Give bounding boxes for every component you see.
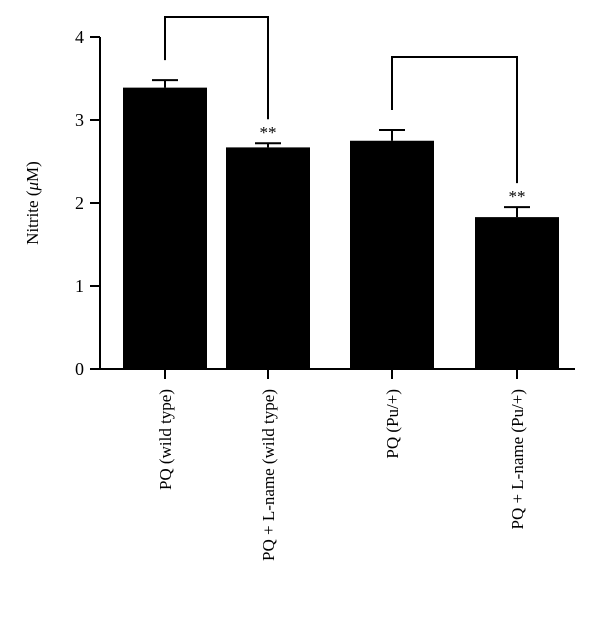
y-tick-label: 3 [75, 110, 84, 130]
x-category-label: PQ (wild type) [156, 389, 175, 490]
bar [350, 140, 434, 369]
axis-labels: Nitrite (μM) [23, 161, 42, 245]
y-tick-label: 1 [75, 276, 84, 296]
x-category-label: PQ + L-name (Pu/+) [508, 389, 527, 530]
axes: 0 1 2 3 4 PQ (wild type) PQ + L-name (wild typ… [75, 27, 575, 561]
annotations: ** ** [164, 16, 526, 206]
bar [475, 217, 559, 369]
bars [123, 79, 559, 369]
y-tick-label: 0 [75, 359, 84, 379]
bar [123, 87, 207, 369]
comparison-bracket [391, 56, 518, 184]
significance-marker: ** [509, 187, 526, 206]
y-tick-label: 2 [75, 193, 84, 213]
y-axis-label: Nitrite (μM) [23, 161, 42, 245]
x-category-label: PQ + L-name (wild type) [259, 389, 278, 561]
x-category-label: PQ (Pu/+) [383, 389, 402, 459]
bar [226, 147, 310, 369]
comparison-bracket [164, 16, 269, 120]
y-tick-label: 4 [75, 27, 84, 47]
significance-marker: ** [260, 123, 277, 142]
